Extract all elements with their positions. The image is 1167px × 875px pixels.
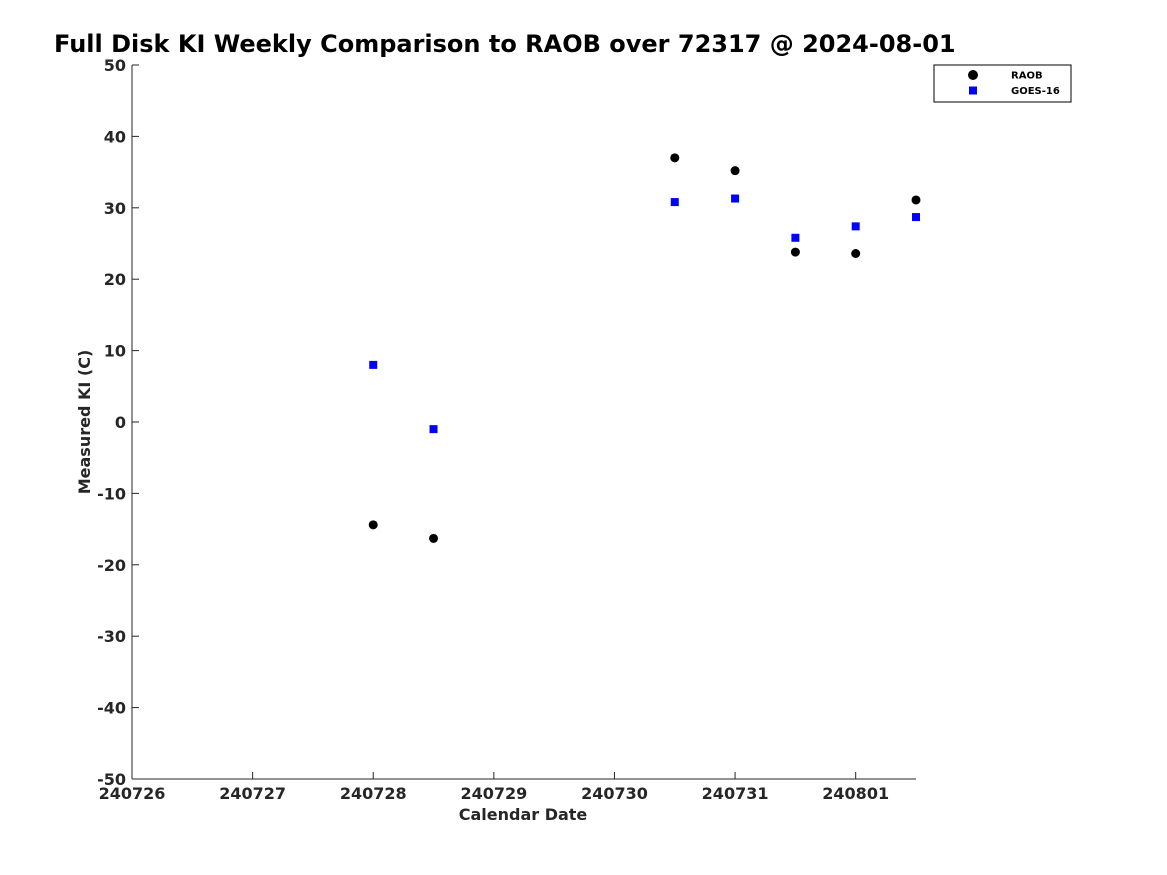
raob-point [730,166,740,176]
y-tick-label: 10 [104,342,126,361]
goes-16-point [369,360,378,369]
x-tick-label: 240801 [822,784,889,803]
y-tick-label: 40 [104,127,126,146]
y-tick-label: -40 [97,699,126,718]
raob-point [368,520,378,530]
x-ticks: 240726 240727 240728 240729 240730 240731 2408… [99,772,889,803]
y-tick-label: 20 [104,270,126,289]
raob-point [790,247,800,257]
raob-point [670,153,680,163]
raob-point [429,533,439,543]
goes-16-point [429,425,438,434]
goes-16-point [731,194,740,203]
legend: RAOB GOES-16 [933,64,1072,103]
legend-label-raob: RAOB [1011,71,1043,82]
x-tick-label: 240726 [99,784,166,803]
data-points [368,153,921,543]
axes [131,65,916,780]
x-axis-label: Calendar Date [459,805,588,824]
y-tick-label: 50 [104,56,126,75]
raob-point [911,195,921,205]
y-ticks: 50 40 30 20 10 0 -10 -20 -30 -40 -50 [97,56,139,789]
goes-16-point [851,222,860,231]
goes-16-point [912,213,920,222]
y-tick-label: 0 [115,413,126,432]
x-tick-label: 240731 [702,784,769,803]
legend-label-goes-16: GOES-16 [1011,86,1060,97]
legend-box [933,64,1072,103]
y-tick-label: -50 [97,770,126,789]
y-axis-label: Measured KI (C) [75,350,94,495]
y-tick-label: -30 [97,627,126,646]
goes-16-point [670,198,679,207]
chart-title: Full Disk KI Weekly Comparison to RAOB o… [54,30,956,58]
raob-point [851,248,861,258]
legend-marker-goes-16 [969,86,977,95]
legend-marker-raob [968,70,978,80]
x-tick-label: 240729 [460,784,527,803]
x-tick-label: 240727 [219,784,286,803]
y-tick-label: 30 [104,199,126,218]
y-tick-label: -10 [97,484,126,503]
y-tick-label: -20 [97,556,126,575]
x-tick-label: 240728 [340,784,407,803]
x-tick-label: 240730 [581,784,648,803]
goes-16-point [791,233,800,242]
